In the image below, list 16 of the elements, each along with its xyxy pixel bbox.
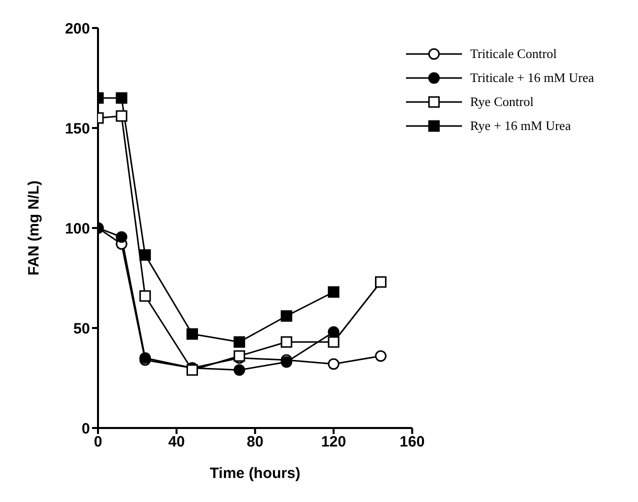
- y-tick-label: 150: [64, 120, 90, 138]
- y-tick-label: 50: [73, 320, 90, 338]
- legend-label: Rye Control: [470, 94, 534, 110]
- legend-label: Rye + 16 mM Urea: [470, 118, 571, 134]
- x-tick-label: 160: [400, 434, 425, 451]
- y-tick-label: 0: [82, 420, 90, 438]
- y-axis-title: FAN (mg N/L): [25, 180, 42, 276]
- x-tick-label: 40: [168, 434, 185, 451]
- x-axis-title: Time (hours): [210, 465, 300, 482]
- x-tick-label: 80: [246, 434, 264, 451]
- x-tick-label: 0: [94, 434, 102, 451]
- y-tick-label: 200: [64, 20, 90, 38]
- y-tick-label: 100: [64, 220, 90, 238]
- x-tick-label: 120: [321, 434, 346, 451]
- legend-label: Triticale Control: [470, 46, 557, 62]
- legend-label: Triticale + 16 mM Urea: [470, 70, 594, 86]
